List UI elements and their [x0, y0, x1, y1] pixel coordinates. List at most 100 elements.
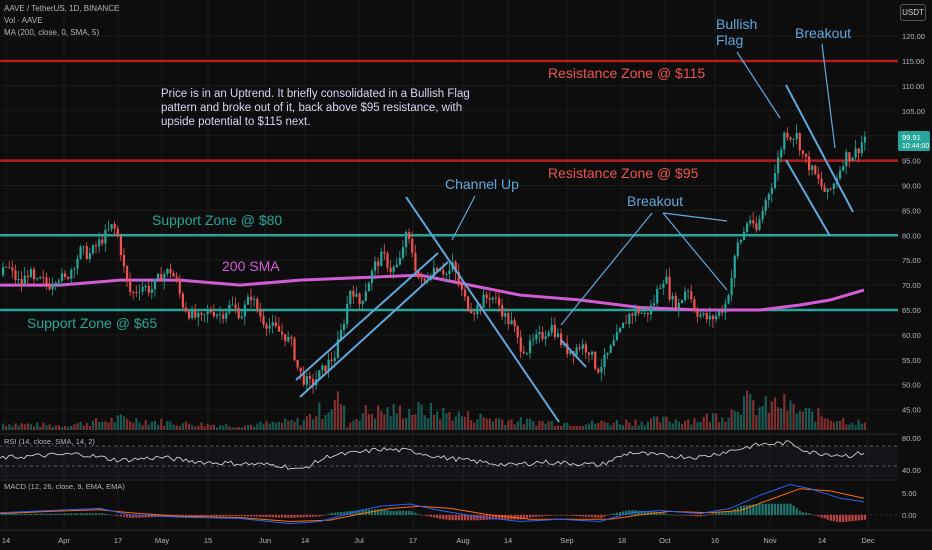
candle-body — [364, 291, 367, 301]
macd-histogram-bar — [271, 514, 274, 518]
volume-bar — [101, 421, 104, 430]
macd-histogram-bar — [234, 514, 237, 517]
volume-bar — [284, 418, 287, 430]
macd-histogram-bar — [820, 514, 823, 518]
volume-bar — [172, 424, 175, 430]
volume-bar — [361, 413, 364, 430]
macd-histogram-bar — [268, 514, 271, 518]
candle-body — [287, 336, 290, 342]
candle-body — [181, 293, 184, 308]
volume-bar — [485, 418, 488, 430]
candle-body — [209, 311, 212, 313]
candle-body — [327, 359, 330, 372]
macd-histogram-bar — [783, 503, 786, 515]
volume-bar — [315, 416, 318, 430]
macd-histogram-bar — [138, 514, 141, 518]
candle-body — [863, 136, 866, 143]
macd-histogram-bar — [786, 503, 789, 515]
volume-bar — [749, 394, 752, 430]
candle-body — [761, 211, 764, 220]
time-axis[interactable]: 14 Apr 17 May 15 Jun 14 Jul 17 Aug 14 Sep 18 Oct 16 Nov… — [0, 529, 932, 550]
volume-bar — [253, 426, 256, 430]
macd-histogram-bar — [104, 513, 107, 515]
macd-histogram-bar — [665, 513, 668, 515]
candle-body — [194, 310, 197, 318]
volume-bar — [296, 418, 299, 430]
macd-line — [0, 483, 865, 525]
macd-histogram-bar — [132, 514, 135, 518]
candle-body — [485, 294, 488, 299]
macd-histogram-bar — [284, 514, 287, 518]
volume-bar — [246, 424, 250, 430]
macd-histogram-bar — [327, 513, 330, 515]
macd-histogram-bar — [293, 514, 296, 518]
candle-body — [640, 312, 643, 314]
macd-histogram-bar — [343, 511, 346, 515]
volume-bar — [764, 396, 767, 430]
macd-histogram-bar — [45, 513, 48, 515]
volume-bar — [628, 422, 631, 430]
volume-bar — [129, 421, 132, 430]
candle-body — [811, 165, 814, 171]
candle-body — [48, 283, 51, 290]
macd-histogram-bar — [231, 514, 234, 517]
candle-body — [101, 239, 104, 244]
candle-body — [383, 251, 386, 254]
volume-bar — [811, 411, 814, 430]
candle-body — [228, 304, 231, 313]
candle-body — [206, 311, 209, 315]
macd-histogram-bar — [42, 513, 45, 515]
volume-bar — [194, 426, 197, 430]
macd-histogram-bar — [773, 503, 777, 515]
macd-histogram-bar — [842, 514, 845, 523]
volume-bar — [649, 418, 653, 430]
macd-histogram-bar — [789, 503, 792, 515]
volume-bar — [687, 419, 690, 430]
volume-bar — [36, 422, 39, 430]
macd-histogram-bar — [578, 514, 581, 517]
macd-histogram-bar — [426, 514, 429, 517]
candle-body — [857, 148, 860, 154]
volume-bar — [305, 416, 308, 430]
candle-body — [432, 268, 436, 277]
macd-tick-label: 5.00 — [902, 489, 917, 498]
macd-histogram-bar — [246, 514, 250, 517]
macd-histogram-bar — [429, 514, 432, 517]
label-resistance-115: Resistance Zone @ $115 — [548, 65, 705, 81]
candle-body — [420, 277, 423, 279]
macd-histogram-bar — [591, 514, 594, 518]
candle-body — [380, 251, 383, 267]
macd-histogram-bar — [522, 514, 525, 519]
candle-body — [296, 359, 299, 368]
macd-histogram-bar — [715, 512, 718, 515]
candle-body — [470, 310, 473, 313]
macd-histogram-bar — [451, 514, 454, 521]
volume-bar — [615, 419, 618, 430]
volume-bar — [237, 426, 240, 430]
currency-button[interactable]: USDT — [900, 4, 926, 21]
macd-histogram-bar — [823, 514, 826, 519]
macd-histogram-bar — [54, 513, 57, 515]
volume-bar — [240, 427, 243, 430]
candle-body — [339, 329, 343, 340]
macd-histogram-bar — [457, 514, 460, 521]
macd-histogram-bar — [163, 514, 166, 517]
candle-body — [566, 343, 569, 354]
volume-bar — [57, 425, 60, 430]
macd-histogram-bar — [662, 512, 665, 515]
macd-histogram-bar — [48, 513, 51, 515]
candle-body — [73, 268, 76, 270]
volume-bar — [184, 421, 188, 430]
macd-histogram-bar — [826, 514, 829, 520]
candle-body — [609, 345, 612, 353]
volume-bar — [60, 427, 64, 430]
macd-histogram-bar — [767, 503, 770, 515]
macd-histogram-bar — [615, 512, 618, 515]
price-axis[interactable]: 120.00115.00110.00105.00100.0095.0090.00… — [898, 0, 932, 528]
volume-bar — [169, 421, 172, 430]
candle-body — [153, 279, 157, 290]
price-tick-label: 115.00 — [902, 57, 924, 66]
price-badge-countdown: 10:44:00 — [902, 143, 929, 150]
candle-body — [169, 268, 172, 273]
